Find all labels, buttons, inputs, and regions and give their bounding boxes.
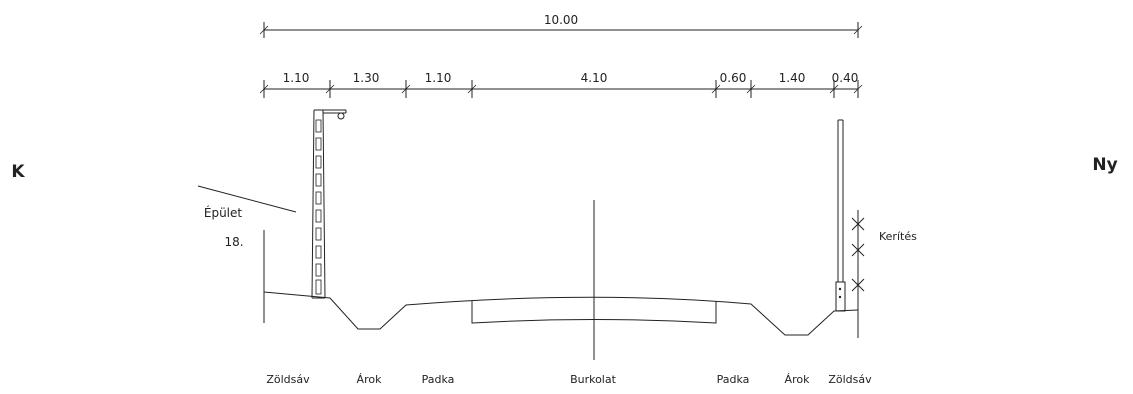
fence-post [835, 119, 859, 338]
total-dimension-value: 10.00 [544, 13, 578, 27]
fence-cross-marks [851, 217, 865, 292]
segment-dimension-value: 4.10 [581, 71, 608, 85]
fence-label: Kerítés [879, 230, 917, 243]
bottom-label: Burkolat [570, 373, 617, 386]
side-label-right: Ny [1092, 155, 1117, 175]
ground-profile [263, 291, 859, 336]
bottom-label: Padka [717, 373, 750, 386]
segment-dimension-value: 0.40 [832, 71, 859, 85]
bottom-label: Árok [357, 373, 383, 386]
segment-dimension-line [259, 80, 863, 98]
segment-dimension-value: 0.60 [720, 71, 747, 85]
segment-dimension-value: 1.40 [779, 71, 806, 85]
segment-dimension-value: 1.10 [425, 71, 452, 85]
total-dimension-line [259, 22, 863, 38]
building-outline [197, 185, 297, 323]
bottom-label: Zöldsáv [828, 373, 872, 386]
building-number: 18. [224, 235, 243, 249]
bottom-label: Padka [422, 373, 455, 386]
segment-dimension-value: 1.10 [283, 71, 310, 85]
street-lamp [311, 109, 347, 299]
bottom-label: Zöldsáv [266, 373, 310, 386]
building-label: Épület [204, 205, 243, 220]
segment-dimension-value: 1.30 [353, 71, 380, 85]
bottom-label: Árok [785, 373, 811, 386]
side-label-left: K [11, 162, 25, 182]
